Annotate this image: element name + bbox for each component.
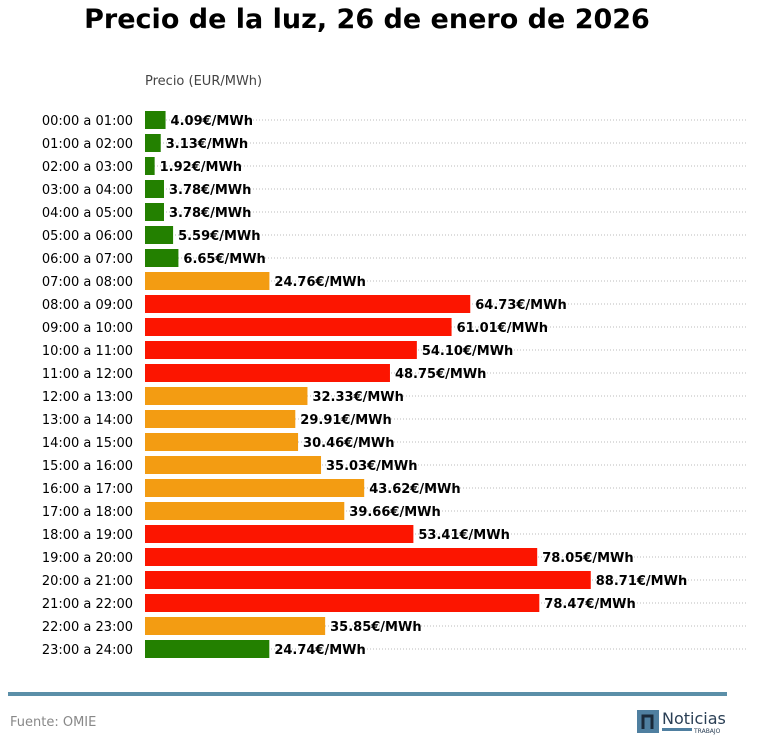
footer-rule	[8, 692, 727, 696]
bar	[145, 226, 174, 244]
bar	[145, 571, 591, 589]
data-label: 3.13€/MWh	[166, 137, 248, 152]
data-label: 5.59€/MWh	[178, 229, 260, 244]
data-label: 53.41€/MWh	[418, 528, 509, 543]
data-label: 4.09€/MWh	[171, 114, 253, 129]
bar	[145, 134, 161, 152]
data-label: 61.01€/MWh	[457, 321, 548, 336]
chart-title: Precio de la luz, 26 de enero de 2026	[84, 4, 650, 35]
category-tick-label: 08:00 a 09:00	[42, 298, 133, 313]
bar	[145, 617, 326, 635]
bar	[145, 502, 345, 520]
category-tick-label: 19:00 a 20:00	[42, 551, 133, 566]
category-tick-label: 17:00 a 18:00	[42, 505, 133, 520]
data-label: 35.85€/MWh	[330, 620, 421, 635]
data-label: 78.05€/MWh	[542, 551, 633, 566]
category-tick-label: 11:00 a 12:00	[42, 367, 133, 382]
data-label: 43.62€/MWh	[369, 482, 460, 497]
data-label: 48.75€/MWh	[395, 367, 486, 382]
data-label: 24.76€/MWh	[274, 275, 365, 290]
data-label: 35.03€/MWh	[326, 459, 417, 474]
category-tick-label: 15:00 a 16:00	[42, 459, 133, 474]
category-tick-label: 23:00 a 24:00	[42, 643, 133, 658]
category-tick-label: 07:00 a 08:00	[42, 275, 133, 290]
category-tick-label: 18:00 a 19:00	[42, 528, 133, 543]
data-label: 3.78€/MWh	[169, 183, 251, 198]
bar	[145, 548, 538, 566]
data-label: 39.66€/MWh	[349, 505, 440, 520]
svg-text:Noticias: Noticias	[662, 709, 726, 728]
bar	[145, 157, 155, 175]
bar	[145, 249, 179, 267]
data-label: 88.71€/MWh	[596, 574, 687, 589]
category-tick-label: 13:00 a 14:00	[42, 413, 133, 428]
bar	[145, 410, 296, 428]
bar	[145, 433, 299, 451]
bar	[145, 272, 270, 290]
bar	[145, 456, 322, 474]
bar	[145, 479, 365, 497]
category-tick-label: 10:00 a 11:00	[42, 344, 133, 359]
category-tick-label: 21:00 a 22:00	[42, 597, 133, 612]
axis-label: Precio (EUR/MWh)	[145, 74, 263, 89]
data-label: 6.65€/MWh	[183, 252, 265, 267]
data-label: 1.92€/MWh	[160, 160, 242, 175]
data-label: 54.10€/MWh	[422, 344, 513, 359]
data-label: 78.47€/MWh	[544, 597, 635, 612]
source-text: Fuente: OMIE	[10, 715, 97, 730]
bar	[145, 341, 417, 359]
data-label: 29.91€/MWh	[300, 413, 391, 428]
svg-text:TRABAJO: TRABAJO	[693, 728, 721, 735]
bar	[145, 525, 414, 543]
bar	[145, 203, 164, 221]
category-tick-label: 14:00 a 15:00	[42, 436, 133, 451]
noticias-trabajo-logo: Noticias TRABAJO	[637, 709, 726, 735]
category-tick-label: 22:00 a 23:00	[42, 620, 133, 635]
category-tick-label: 01:00 a 02:00	[42, 137, 133, 152]
category-tick-label: 06:00 a 07:00	[42, 252, 133, 267]
data-label: 30.46€/MWh	[303, 436, 394, 451]
category-tick-label: 04:00 a 05:00	[42, 206, 133, 221]
bar	[145, 318, 452, 336]
bar	[145, 387, 308, 405]
data-label: 3.78€/MWh	[169, 206, 251, 221]
category-tick-label: 05:00 a 06:00	[42, 229, 133, 244]
bar	[145, 180, 164, 198]
category-tick-label: 12:00 a 13:00	[42, 390, 133, 405]
category-tick-label: 20:00 a 21:00	[42, 574, 133, 589]
category-tick-label: 09:00 a 10:00	[42, 321, 133, 336]
bar-chart: 00:00 a 01:00 01:00 a 02:00 02:00 a 03:00 0…	[42, 111, 748, 658]
data-label: 32.33€/MWh	[312, 390, 403, 405]
category-tick-label: 02:00 a 03:00	[42, 160, 133, 175]
category-tick-label: 00:00 a 01:00	[42, 114, 133, 129]
bar	[145, 295, 471, 313]
bar	[145, 364, 390, 382]
bar	[145, 111, 166, 129]
category-tick-label: 16:00 a 17:00	[42, 482, 133, 497]
data-label: 64.73€/MWh	[475, 298, 566, 313]
bar	[145, 594, 540, 612]
data-label: 24.74€/MWh	[274, 643, 365, 658]
bar	[145, 640, 270, 658]
category-tick-label: 03:00 a 04:00	[42, 183, 133, 198]
